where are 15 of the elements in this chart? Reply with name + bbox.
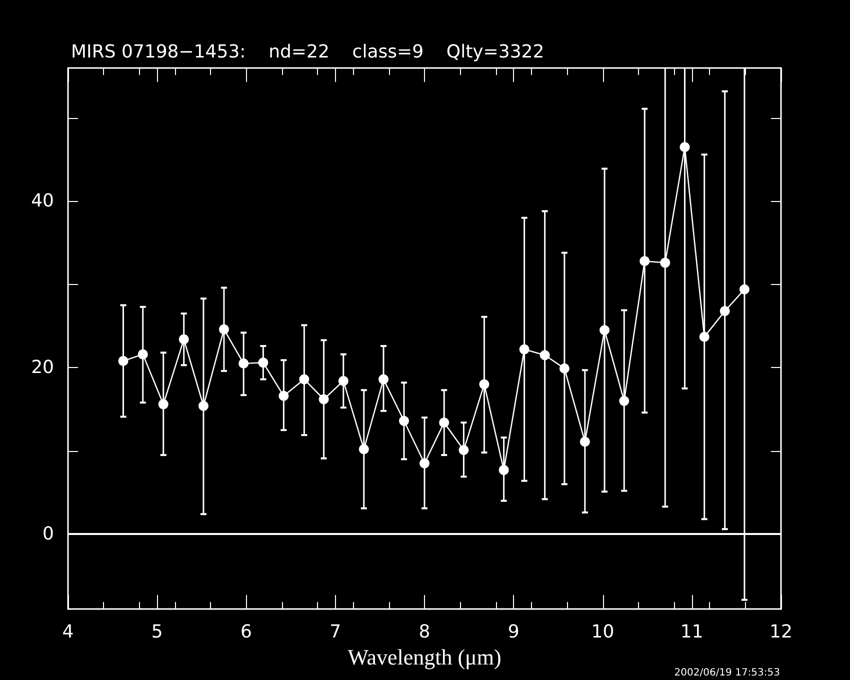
x-axis-title: Wavelength (μm) [348, 644, 502, 670]
text: 2002/06/19 17:53:53 [674, 668, 780, 678]
x-tick-label: 11 [680, 622, 704, 642]
x-tick-label: 10 [591, 622, 614, 642]
x-tick-label: 4 [62, 622, 74, 642]
chart-title: MIRS 07198−1453: nd=22 class=9 Qlty=3322 [71, 42, 544, 62]
y-tick-label: 40 [31, 190, 54, 212]
y-tick-label: 0 [42, 524, 54, 545]
x-tick-label: 9 [508, 622, 520, 642]
x-tick-label: 7 [330, 622, 342, 642]
x-tick-label: 5 [151, 622, 163, 642]
y-tick-label: 20 [31, 357, 54, 378]
x-tick-label: 12 [770, 622, 792, 642]
x-tick-label: 8 [418, 622, 430, 642]
x-tick-label: 6 [240, 622, 252, 642]
